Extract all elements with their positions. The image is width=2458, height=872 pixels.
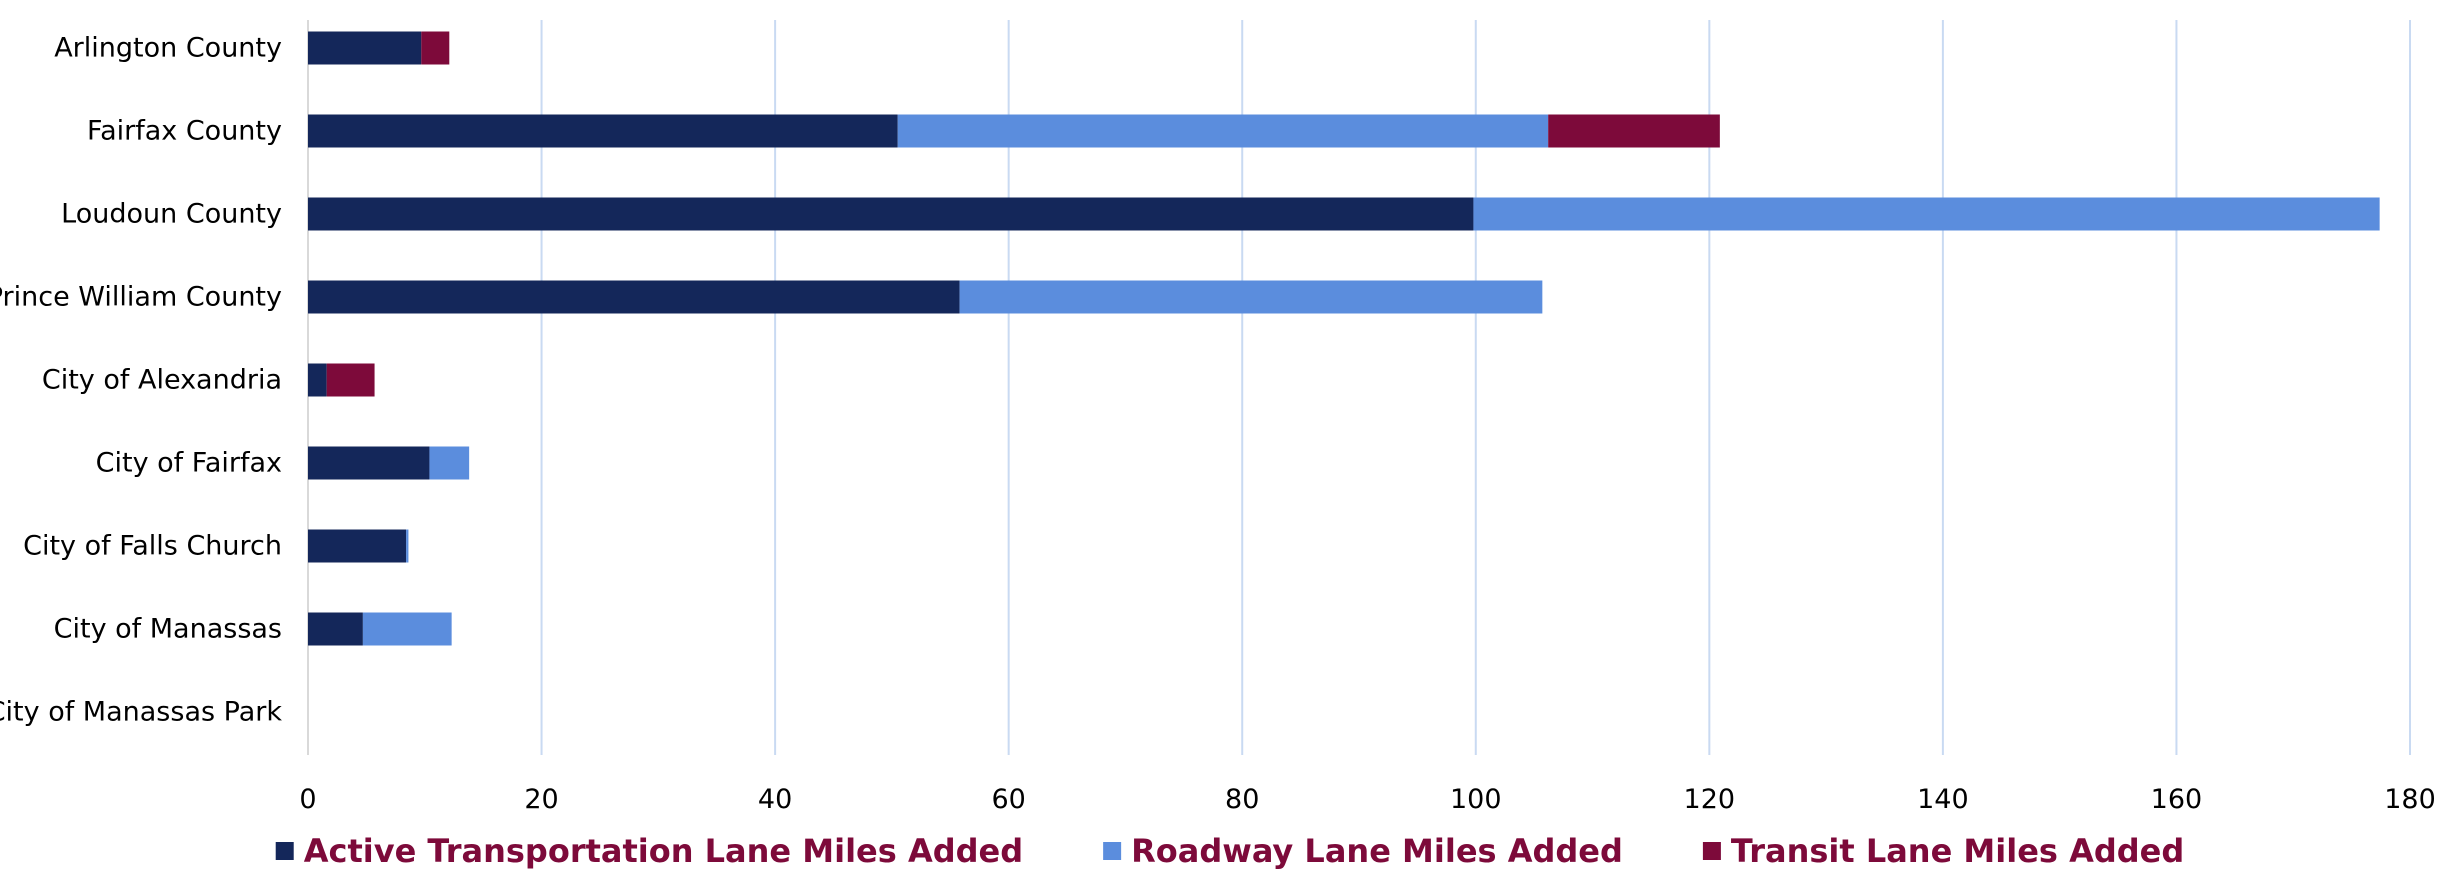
x-tick-label: 140 — [1917, 784, 1969, 815]
bar-transit-lane-miles-added — [421, 31, 450, 65]
legend-item: Active Transportation Lane Miles Added — [275, 832, 1023, 870]
bar-transit-lane-miles-added — [326, 363, 375, 397]
bar-roadway-lane-miles-added — [1473, 197, 2380, 231]
x-tick-label: 160 — [2151, 784, 2203, 815]
bar-transit-lane-miles-added — [1548, 114, 1720, 148]
bar-roadway-lane-miles-added — [362, 612, 452, 646]
x-tick-labels: 0 20 40 60 80 100 120 140 160 180 — [299, 784, 2435, 815]
x-tick-label: 20 — [524, 784, 558, 815]
legend-label: Active Transportation Lane Miles Added — [304, 832, 1023, 870]
legend-swatch — [1103, 842, 1122, 860]
x-tick-label: 80 — [1225, 784, 1259, 815]
bar-active-transportation-lane-miles-added — [308, 197, 1474, 231]
category-label: Fairfax County — [87, 116, 282, 147]
bars — [308, 31, 2380, 646]
bar-roadway-lane-miles-added — [959, 280, 1543, 314]
bar-roadway-lane-miles-added — [406, 529, 409, 563]
x-tick-label: 60 — [991, 784, 1025, 815]
category-label: City of Falls Church — [23, 531, 282, 562]
bar-active-transportation-lane-miles-added — [308, 612, 363, 646]
category-label: Prince William County — [0, 282, 282, 313]
legend-swatch — [1702, 842, 1721, 860]
bar-roadway-lane-miles-added — [429, 446, 470, 480]
category-label: City of Alexandria — [42, 365, 282, 396]
bar-active-transportation-lane-miles-added — [308, 363, 327, 397]
category-labels: Arlington County Fairfax County Loudoun Co… — [0, 33, 282, 728]
legend-item: Transit Lane Miles Added — [1702, 832, 2184, 870]
x-tick-label: 100 — [1450, 784, 1502, 815]
category-label: Loudoun County — [61, 199, 282, 230]
category-label: City of Manassas — [54, 614, 282, 645]
bar-active-transportation-lane-miles-added — [308, 446, 430, 480]
bar-active-transportation-lane-miles-added — [308, 31, 422, 65]
x-tick-label: 40 — [758, 784, 792, 815]
bar-active-transportation-lane-miles-added — [308, 114, 898, 148]
bar-active-transportation-lane-miles-added — [308, 529, 407, 563]
bar-roadway-lane-miles-added — [897, 114, 1549, 148]
legend-label: Roadway Lane Miles Added — [1131, 832, 1623, 870]
legend-swatch — [275, 842, 294, 860]
category-label: Arlington County — [54, 33, 282, 64]
legend-label: Transit Lane Miles Added — [1731, 832, 2184, 870]
category-label: City of Fairfax — [96, 448, 282, 479]
legend-item: Roadway Lane Miles Added — [1103, 832, 1623, 870]
x-tick-label: 120 — [1684, 784, 1736, 815]
category-label: City of Manassas Park — [0, 697, 282, 728]
x-tick-label: 180 — [2384, 784, 2436, 815]
bar-active-transportation-lane-miles-added — [308, 280, 960, 314]
legend: Active Transportation Lane Miles Added Ro… — [275, 832, 2184, 870]
x-tick-label: 0 — [299, 784, 316, 815]
